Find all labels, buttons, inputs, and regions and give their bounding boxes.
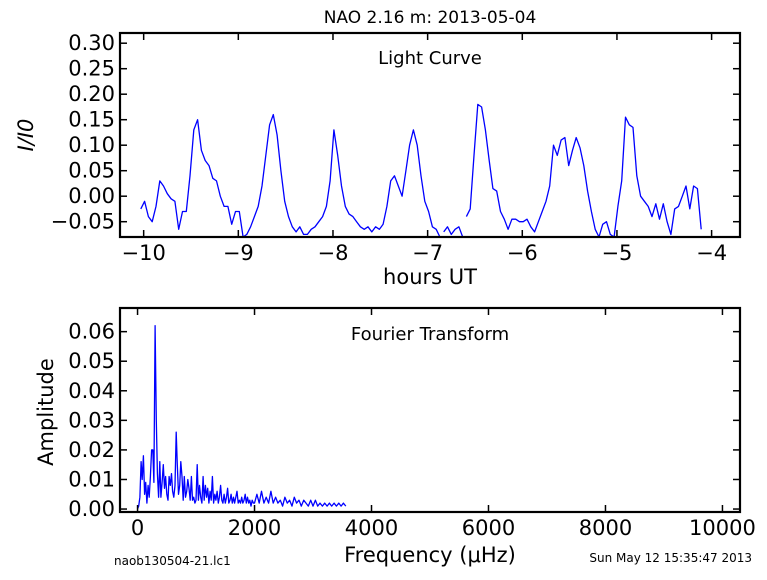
y-tick-label: 0.02 — [68, 438, 115, 462]
series-line-light-curve-0 — [140, 113, 441, 237]
fourier-panel: Fourier Transform Frequency (μHz) Amplit… — [34, 306, 756, 567]
y-tick-label: 0.10 — [68, 133, 115, 157]
y-tick-label: 0.00 — [68, 184, 115, 208]
x-tick-label: −4 — [696, 241, 727, 265]
x-tick-label: 0 — [131, 516, 144, 540]
y-tick-label: 0.05 — [68, 159, 115, 183]
footer-timestamp: Sun May 12 15:35:47 2013 — [589, 551, 752, 565]
footer-filename: naob130504-21.lc1 — [114, 554, 231, 568]
y-tick-label: 0.05 — [68, 349, 115, 373]
axes-frame — [118, 31, 742, 239]
y-tick-label: 0.00 — [68, 497, 115, 521]
y-tick-label: 0.30 — [68, 31, 115, 55]
light-curve-title: Light Curve — [378, 48, 482, 69]
x-tick-label: 10000 — [689, 516, 756, 540]
fourier-ylabel: Amplitude — [34, 358, 58, 466]
x-tick-label: −6 — [507, 241, 538, 265]
series-line-fourier-0 — [136, 325, 347, 510]
series-line-light-curve-2 — [465, 103, 702, 237]
y-tick-label: 0.06 — [68, 320, 115, 344]
fourier-title: Fourier Transform — [351, 324, 509, 345]
x-tick-label: 6000 — [462, 516, 515, 540]
y-tick-label: 0.15 — [68, 108, 115, 132]
light-curve-panel: Light Curve hours UT I/I0 −10 −9 −8 −7 −6 −5 −… — [14, 31, 742, 289]
x-tick-label: 4000 — [345, 516, 398, 540]
x-tick-label: 8000 — [579, 516, 632, 540]
y-tick-label: 0.25 — [68, 57, 115, 81]
series-line-light-curve-1 — [443, 226, 464, 237]
x-tick-label: −10 — [122, 241, 166, 265]
x-tick-label: −5 — [601, 241, 632, 265]
y-tick-label: 0.01 — [68, 467, 115, 491]
x-tick-label: −7 — [412, 241, 443, 265]
x-tick-label: −9 — [223, 241, 254, 265]
y-tick-label: 0.20 — [68, 82, 115, 106]
y-tick-label: 0.04 — [68, 379, 115, 403]
x-tick-label: −8 — [317, 241, 348, 265]
x-tick-label: 2000 — [228, 516, 281, 540]
y-tick-label: −0.05 — [51, 210, 115, 234]
figure-title: NAO 2.16 m: 2013-05-04 — [324, 8, 537, 28]
fourier-xlabel: Frequency (μHz) — [344, 543, 516, 567]
axes-frame — [118, 306, 742, 514]
light-curve-ylabel: I/I0 — [14, 119, 38, 152]
light-curve-xlabel: hours UT — [383, 265, 477, 289]
y-tick-label: 0.03 — [68, 408, 115, 432]
